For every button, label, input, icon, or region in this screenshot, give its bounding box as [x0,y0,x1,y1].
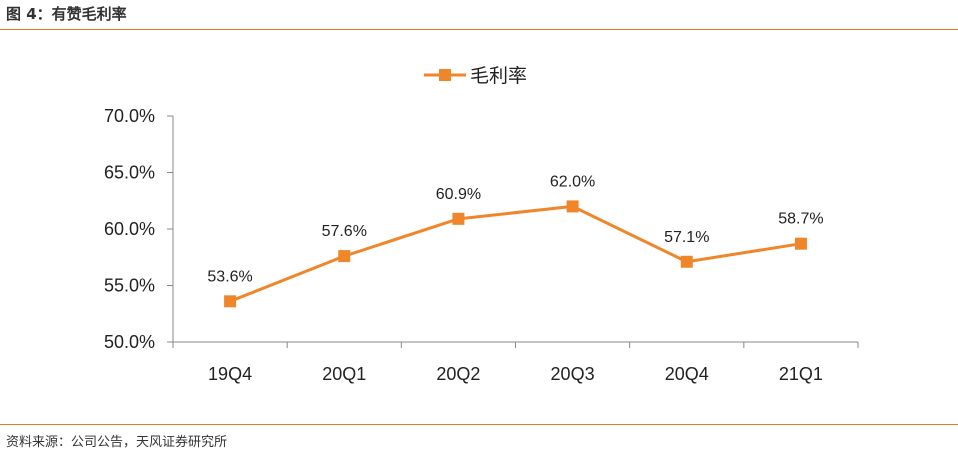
y-tick-label: 70.0% [104,106,155,126]
y-tick-label: 65.0% [104,163,155,183]
y-tick-label: 50.0% [104,332,155,352]
source-note: 资料来源：公司公告，天风证券研究所 [6,435,228,450]
series-line [229,204,802,303]
legend-marker-swatch [439,69,451,81]
data-point-marker [566,200,579,213]
data-point-marker [452,212,465,225]
legend: 毛利率 [424,65,527,87]
x-tick-label: 20Q1 [322,364,366,384]
line-chart: 毛利率 50.0% 55.0% 60.0% 65.0% 70.0% 19Q4 20Q1 20Q… [104,65,859,384]
x-tick-label: 20Q3 [551,364,595,384]
y-tick-label: 60.0% [104,219,155,239]
data-label: 57.1% [664,229,709,246]
x-tick-label: 20Q4 [665,364,709,384]
series-layer: 53.6% 57.6% 60.9% 62.0% 57.1% 58.7% [207,173,824,308]
data-point-marker [794,237,807,250]
data-point-marker [680,255,693,268]
legend-label: 毛利率 [470,65,527,87]
data-label: 53.6% [207,268,252,285]
data-label: 60.9% [436,186,481,203]
data-label: 62.0% [550,173,595,190]
y-tick-label: 55.0% [104,276,155,296]
x-tick-label: 19Q4 [208,364,252,384]
data-point-marker [224,295,237,308]
bottom-divider [0,424,958,425]
figure-title: 图 4：有赞毛利率 [6,5,127,23]
data-label: 57.6% [322,223,367,240]
top-divider [0,29,958,30]
x-tick-label: 20Q2 [436,364,480,384]
axes: 50.0% 55.0% 60.0% 65.0% 70.0% 19Q4 20Q1 20Q2 20Q… [104,106,859,384]
data-label: 58.7% [778,211,823,228]
x-tick-label: 21Q1 [779,364,823,384]
data-point-marker [338,250,351,263]
